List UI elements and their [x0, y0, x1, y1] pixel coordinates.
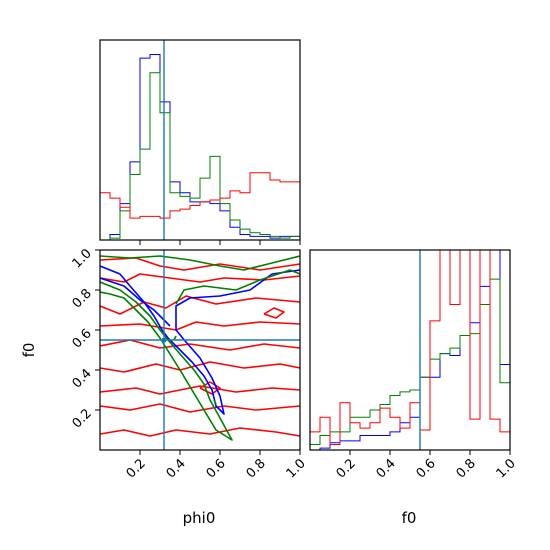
hist-phi0-series-0	[100, 54, 301, 241]
hist-f0-x-tick-label-1: 0.4	[374, 456, 399, 481]
contour-y-tick-label-0: 0.2	[70, 406, 95, 431]
x-axis-label-f0: f0	[402, 509, 417, 527]
y-axis-label-f0: f0	[20, 343, 38, 358]
contour-y-tick-label-2: 0.6	[70, 326, 95, 351]
contour-0-path-9	[199, 381, 221, 395]
contour-0-path-10	[263, 307, 285, 319]
contour-2-path-0	[100, 255, 300, 271]
hist-f0-series-2	[310, 250, 510, 450]
hist-f0-x-tick-label-3: 0.8	[454, 456, 479, 481]
hist-f0-x-tick-label-4: 1.0	[494, 456, 519, 481]
hist-f0-x-tick-label-2: 0.6	[414, 456, 439, 481]
contour-0-path-1	[100, 273, 300, 283]
hist-phi0-panel	[99, 39, 301, 245]
contour-2-path-1	[100, 281, 233, 441]
contour-0-path-6	[100, 385, 300, 395]
hist-f0-x-tick-label-0: 0.2	[334, 456, 359, 481]
contour-phi0-f0-panel: 0.2 0.4 0.6 0.8 1.0 0.2 0.4 0.6 0.8 1.0	[70, 246, 309, 481]
hist-f0-panel: 0.2 0.4 0.6 0.8 1.0	[309, 249, 519, 481]
x-axis-label-phi0: phi0	[183, 509, 216, 527]
hist-phi0-frame	[99, 39, 301, 241]
contour-x-tick-label-0: 0.2	[124, 456, 149, 481]
hist-phi0-series-2	[99, 172, 301, 240]
contour-x-tick-label-1: 0.4	[164, 456, 189, 481]
contour-0-path-3	[100, 321, 300, 331]
contour-y-tick-label-1: 0.4	[70, 366, 95, 391]
contour-lines	[100, 255, 300, 441]
contour-2-path-3	[213, 399, 217, 405]
contour-x-tick-label-3: 0.8	[244, 456, 269, 481]
contour-y-tick-label-3: 0.8	[70, 286, 95, 311]
hist-f0-frame	[309, 249, 511, 451]
contour-0-path-2	[100, 295, 300, 315]
contour-2-path-2	[175, 269, 300, 305]
contour-x-tick-label-4: 1.0	[284, 456, 309, 481]
contour-frame	[99, 249, 301, 451]
contour-0-path-8	[100, 427, 300, 437]
contour-y-tick-label-4: 1.0	[70, 246, 95, 271]
contour-0-path-7	[100, 403, 300, 413]
contour-1-path-0	[100, 265, 300, 415]
truth-marker	[162, 338, 166, 342]
hist-phi0-series-1	[100, 72, 301, 241]
contour-x-tick-label-2: 0.6	[204, 456, 229, 481]
contour-1-path-1	[100, 277, 171, 327]
hist-f0-lines	[310, 250, 510, 450]
contour-0-path-4	[100, 339, 300, 351]
